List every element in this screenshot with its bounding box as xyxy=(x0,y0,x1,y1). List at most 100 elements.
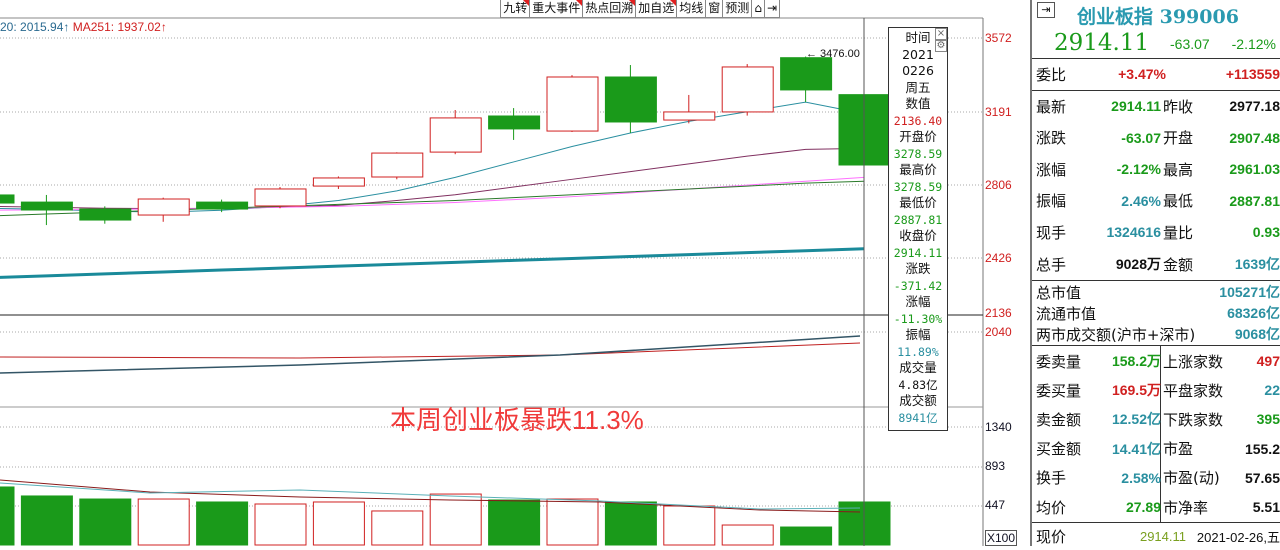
quote-row: 现手 1324616 量比 0.93 xyxy=(1036,221,1280,243)
label: 现手 xyxy=(1036,223,1067,242)
toolbar-button[interactable]: 重大事件 xyxy=(530,0,584,18)
label: 振幅 xyxy=(1036,192,1067,211)
value: 0.93 xyxy=(1252,224,1280,241)
quote-row: 委卖量 158.2万 上涨家数 497 xyxy=(1036,350,1280,372)
candle-body xyxy=(137,198,190,216)
toolbar-button[interactable]: ⇥ xyxy=(764,0,780,18)
label: 最低 xyxy=(1163,192,1194,211)
candle-body xyxy=(429,117,482,153)
quote-row: 委买量 169.5万 平盘家数 22 xyxy=(1036,379,1280,401)
label: 最高 xyxy=(1163,160,1194,179)
candle-body xyxy=(604,76,657,123)
indicator-line xyxy=(0,335,861,374)
label: 买金额 xyxy=(1036,440,1082,459)
volume-unit: X100 xyxy=(985,530,1018,546)
label: 总手 xyxy=(1036,255,1067,274)
quote-row: 买金额 14.41亿 市盈 155.2 xyxy=(1036,438,1280,460)
label: 两市成交额(沪市+深市) xyxy=(1036,325,1196,344)
overlay-caption: 本周创业板暴跌11.3% xyxy=(390,405,644,435)
label: 均价 xyxy=(1036,498,1067,517)
toolbar-button[interactable]: 加自选 xyxy=(636,0,678,18)
tooltip-line: 成交量 xyxy=(899,360,937,375)
toolbar-button[interactable]: ⌂ xyxy=(752,0,765,18)
collapse-icon[interactable]: ⇥ xyxy=(1037,2,1055,18)
tooltip-line: 4.83亿 xyxy=(898,377,938,392)
volume-bar xyxy=(0,486,15,546)
kline-chart[interactable]: 九转 重大事件 热点回溯 加自选 均线窗预测 ⌂ ⇥ 20: 2015.94↑ MA251:… xyxy=(0,0,1030,546)
market-row: 总市值 105271亿 xyxy=(1036,281,1280,303)
tooltip-line: 0226 xyxy=(902,63,934,78)
volume-bar xyxy=(20,495,73,546)
close-icon[interactable]: × xyxy=(935,28,947,40)
candle-body xyxy=(371,152,424,178)
value: 9028万 xyxy=(1115,256,1161,272)
tooltip-line: 8941亿 xyxy=(898,410,938,425)
tooltip-line: 振幅 xyxy=(905,327,931,342)
label: 最新 xyxy=(1036,97,1067,116)
value: 155.2 xyxy=(1244,440,1280,457)
price-tick: 2040 xyxy=(985,325,1012,339)
value: 395 xyxy=(1256,411,1280,428)
value: 27.89 xyxy=(1125,499,1161,515)
toolbar-button[interactable]: 热点回溯 xyxy=(583,0,637,18)
label: 流通市值 xyxy=(1036,304,1097,323)
label: 市盈 xyxy=(1163,440,1194,459)
value: 2.58% xyxy=(1121,469,1161,486)
volume-bar xyxy=(604,501,657,546)
label: 开盘 xyxy=(1163,129,1194,148)
price-tick: 2806 xyxy=(985,178,1012,192)
value: 2977.18 xyxy=(1229,98,1280,114)
value: 9068亿 xyxy=(1234,326,1280,342)
value: 12.52亿 xyxy=(1111,411,1161,428)
volume-bar xyxy=(137,498,190,546)
value: 14.41亿 xyxy=(1111,440,1161,457)
footer-row: 现价 2914.11 2021-02-26,五 xyxy=(1036,525,1280,547)
tooltip-line: 收盘价 xyxy=(899,228,937,243)
label: 昨收 xyxy=(1163,97,1194,116)
value: 1639亿 xyxy=(1234,256,1280,272)
last-price: 2914.11 xyxy=(1054,30,1150,56)
tooltip-line: 数值 xyxy=(905,96,931,111)
candle-body xyxy=(196,201,249,210)
gear-icon[interactable]: ⚙ xyxy=(935,40,947,52)
value: 2887.81 xyxy=(1229,192,1280,209)
volume-bar xyxy=(721,524,774,546)
toolbar-button[interactable]: 窗 xyxy=(706,0,724,18)
tooltip-line: 周五 xyxy=(905,79,931,95)
value: 2914.11 xyxy=(1111,98,1161,114)
value: +113559 xyxy=(1225,66,1280,82)
quote-row: 涨跌 -63.07 开盘 2907.48 xyxy=(1036,127,1280,149)
value: -63.07 xyxy=(1121,129,1161,146)
value: 5.51 xyxy=(1252,499,1280,515)
candle-body xyxy=(312,177,365,187)
volume-bar xyxy=(663,505,716,546)
label: 委比 xyxy=(1036,65,1067,84)
label: 市盈(动) xyxy=(1163,469,1220,488)
toolbar-button[interactable]: 均线 xyxy=(677,0,707,18)
volume-tick: 1340 xyxy=(985,420,1012,434)
value: 68326亿 xyxy=(1227,305,1280,321)
volume-ma-line xyxy=(0,479,861,513)
label: 换手 xyxy=(1036,469,1067,488)
price-tick: 2136 xyxy=(985,306,1012,320)
volume-bar xyxy=(79,498,132,546)
candle-body xyxy=(488,115,541,130)
toolbar-button[interactable]: 预测 xyxy=(723,0,753,18)
value: +3.47% xyxy=(1118,66,1166,82)
tooltip-line: 最低价 xyxy=(899,195,937,210)
price-tick: 3572 xyxy=(985,31,1012,45)
ma-line xyxy=(0,247,865,279)
toolbar-button[interactable]: 九转 xyxy=(501,0,531,18)
volume-tick: 893 xyxy=(985,459,1006,473)
tooltip-line: 2887.81 xyxy=(893,212,943,227)
tooltip-line: -371.42 xyxy=(893,278,943,293)
chart-canvas[interactable] xyxy=(0,0,1030,546)
volume-bar xyxy=(429,493,482,546)
volume-bar xyxy=(254,503,307,546)
value: 2914.11 xyxy=(1139,528,1186,544)
candle-body xyxy=(780,57,833,91)
quote-row: 总手 9028万 金额 1639亿 xyxy=(1036,253,1280,275)
tooltip-line: 成交额 xyxy=(899,393,937,408)
price-tick: 2426 xyxy=(985,251,1012,265)
ma-legend-a: 20: 2015.94↑ xyxy=(0,20,70,34)
